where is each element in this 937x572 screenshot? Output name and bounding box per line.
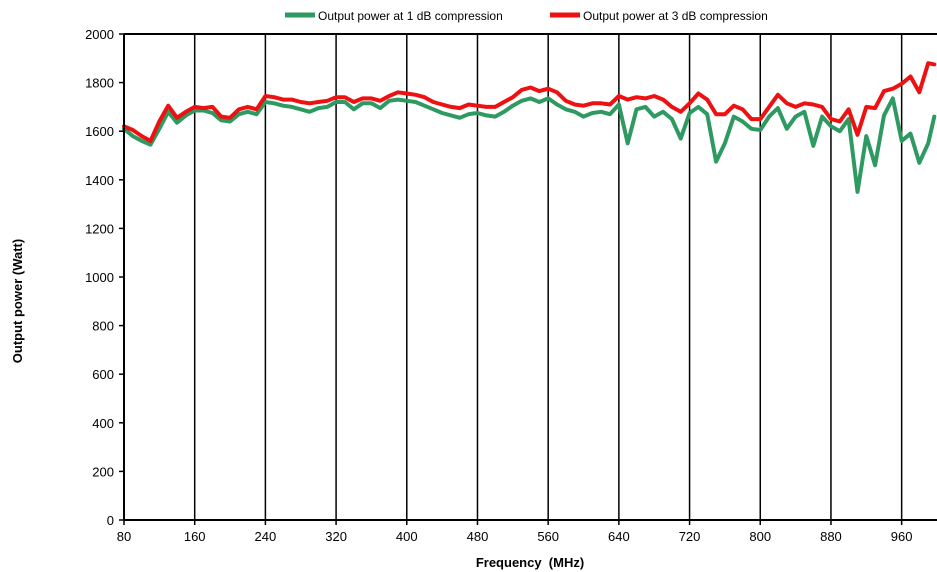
series-line-1db-compression bbox=[122, 96, 937, 194]
y-tick-label: 1600 bbox=[85, 124, 114, 139]
y-tick-label: 1800 bbox=[85, 76, 114, 91]
x-tick-label: 880 bbox=[820, 529, 842, 544]
y-axis-ticks: 0 200 400 600 800 1000 1200 1400 1600 1800 2000 bbox=[85, 27, 124, 528]
x-tick-label: 640 bbox=[608, 529, 630, 544]
grid-lines bbox=[193, 34, 903, 520]
y-tick-label: 0 bbox=[107, 513, 114, 528]
axes bbox=[123, 33, 937, 521]
x-tick-label: 560 bbox=[537, 529, 559, 544]
legend: Output power at 1 dB compression Output … bbox=[285, 9, 768, 23]
x-tick-label: 400 bbox=[396, 529, 418, 544]
legend-label-1db: Output power at 1 dB compression bbox=[318, 9, 503, 23]
series-line-3db-compression bbox=[122, 61, 937, 143]
y-tick-label: 1200 bbox=[85, 221, 114, 236]
y-tick-label: 1400 bbox=[85, 173, 114, 188]
y-tick-label: 1000 bbox=[85, 270, 114, 285]
x-tick-label: 160 bbox=[184, 529, 206, 544]
y-axis-title: Output power (Watt) bbox=[10, 239, 25, 363]
legend-label-3db: Output power at 3 dB compression bbox=[583, 9, 768, 23]
x-tick-label: 720 bbox=[679, 529, 701, 544]
y-tick-label: 400 bbox=[92, 416, 114, 431]
y-tick-label: 200 bbox=[92, 464, 114, 479]
series-layer bbox=[122, 61, 937, 194]
x-tick-label: 240 bbox=[255, 529, 277, 544]
x-axis-ticks: 80 160 240 320 400 480 560 640 720 800 880 960 bbox=[117, 520, 913, 544]
y-tick-label: 600 bbox=[92, 367, 114, 382]
x-tick-label: 80 bbox=[117, 529, 131, 544]
y-tick-label: 800 bbox=[92, 319, 114, 334]
x-tick-label: 960 bbox=[891, 529, 913, 544]
y-tick-label: 2000 bbox=[85, 27, 114, 42]
x-tick-label: 800 bbox=[749, 529, 771, 544]
x-axis-title: Frequency (MHz) bbox=[476, 555, 584, 570]
x-tick-label: 320 bbox=[325, 529, 347, 544]
x-tick-label: 480 bbox=[467, 529, 489, 544]
